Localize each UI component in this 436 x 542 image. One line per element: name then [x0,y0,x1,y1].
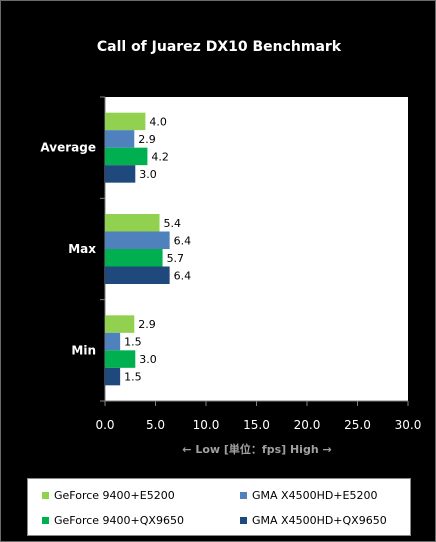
chart-title: Call of Juarez DX10 Benchmark [97,39,342,55]
bar [105,147,148,166]
bar [105,266,170,284]
legend-item-geforce-qx9650: GeForce 9400+QX9650 [42,514,184,527]
legend-label: GeForce 9400+E5200 [54,489,175,502]
x-tick-label: 30.0 [395,418,422,432]
x-tick-label: 10.0 [193,418,220,432]
data-label: 6.4 [174,234,192,247]
x-tick-label: 20.0 [294,418,321,432]
legend-swatch [240,492,247,499]
category-label: Average [40,141,96,155]
bar [105,165,136,183]
bar [105,367,121,386]
x-tick-label: 0.0 [95,418,114,432]
bar [105,350,136,368]
data-label: 3.0 [139,353,157,366]
legend-swatch [42,517,49,524]
bar [105,214,160,232]
category-label: Min [71,343,96,357]
data-label: 1.5 [124,336,141,349]
bar [105,231,170,249]
category-label: Max [68,242,96,256]
data-label: 6.4 [174,269,192,282]
data-label: 2.9 [138,318,156,331]
data-label: 3.0 [139,168,157,181]
data-label: 4.0 [149,115,167,128]
legend-label: GeForce 9400+QX9650 [54,514,184,527]
x-tick-label: 15.0 [243,418,270,432]
x-axis-label: ← Low [単位：fps] High → [182,442,331,456]
legend-label: GMA X4500HD+QX9650 [252,514,387,527]
plot-marks: 0.0 5.0 10.0 15.0 20.0 25.0 30.0 Average 4.0 2.9 4… [40,96,422,432]
legend-swatch [42,492,49,499]
legend-item-gma-e5200: GMA X4500HD+E5200 [240,489,377,502]
legend-item-geforce-e5200: GeForce 9400+E5200 [42,489,175,502]
bar [105,315,135,333]
bar [105,130,135,148]
data-label: 2.9 [138,133,156,146]
x-tick-label: 5.0 [146,418,165,432]
legend-item-gma-qx9650: GMA X4500HD+QX9650 [240,514,387,527]
data-label: 5.7 [167,252,185,265]
bar [105,249,163,267]
legend-label: GMA X4500HD+E5200 [252,489,378,502]
legend-swatch [240,517,247,524]
data-label: 5.4 [164,217,182,230]
x-tick-label: 25.0 [344,418,371,432]
bar [105,332,121,351]
legend: GeForce 9400+E5200 GMA X4500HD+E5200 GeF… [27,478,411,536]
bar [105,112,146,131]
data-label: 4.2 [151,150,169,163]
data-label: 1.5 [124,371,141,384]
